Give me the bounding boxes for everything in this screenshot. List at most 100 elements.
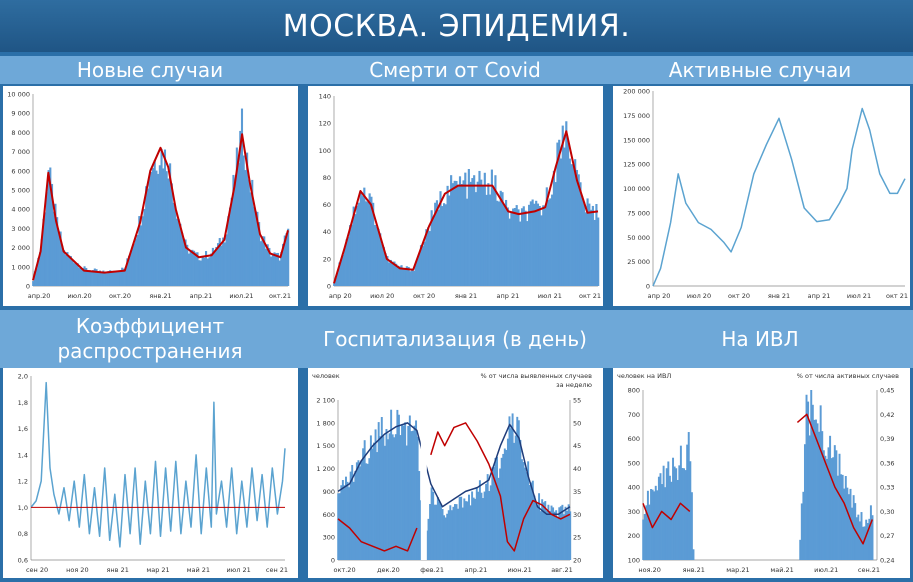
bar [584,212,587,286]
bar [675,468,678,560]
y-right-tick-label: 0,27 [880,532,894,540]
bar [515,205,518,286]
bar [464,501,467,560]
bar [499,190,502,286]
bar [394,434,397,560]
x-tick-label: ноя.20 [638,566,660,574]
bar [240,108,244,287]
y-tick-label: 800 [628,387,640,395]
bar [448,195,451,286]
title-hospitalization: Госпитализация (в день) [323,327,587,351]
y-tick-label: 80 [323,174,331,182]
y-right-tick-label: 0,30 [880,508,894,516]
y-right-axis-label: % от числа выявленных случаев [480,372,592,380]
bar [409,271,412,286]
bar [61,245,64,286]
bar [64,254,67,286]
bar [838,453,841,560]
bar [138,216,141,286]
bar [280,252,283,286]
bar [401,425,404,560]
bar [129,252,132,286]
bar [526,221,529,286]
bar [430,210,433,286]
bar [496,456,498,560]
bar [397,414,400,560]
series-line [652,107,906,287]
y-tick-label: 700 [628,411,640,419]
y-tick-label: 0 [26,283,30,291]
bar [418,471,421,560]
bar [182,238,185,286]
bar [276,252,279,286]
bar [126,258,129,286]
x-tick-label: апр 21 [808,292,831,300]
panel-deaths: 0 20 40 60 80 100 120 140 апр 20 июл 20 окт 20 янв … [308,86,603,306]
bar [489,485,492,560]
bar [81,268,84,286]
bar [112,270,115,286]
bar [661,484,664,560]
bar [435,200,439,286]
bar [499,468,502,560]
bar [520,208,524,286]
bar [359,191,362,286]
bar [287,228,290,286]
y-tick-label: 4 000 [11,206,30,214]
x-tick-label: сен 20 [26,566,48,574]
bar [419,245,423,286]
bar [52,211,55,286]
bar [393,261,396,286]
bar [242,155,245,286]
bar [222,237,225,286]
bar [437,209,440,286]
bar [670,481,673,560]
bar [351,464,354,560]
bar [466,198,469,286]
panel-active-cases: 0 25 000 50 000 75 000 100 000 125 000 150 000… [613,86,910,306]
x-tick-label: фев.21 [420,566,444,574]
bar [42,218,45,286]
bar [538,493,541,560]
bar [117,270,120,286]
bar [566,510,569,560]
bar [396,409,399,560]
bar [530,482,533,560]
bar [421,246,424,286]
bar [38,252,42,286]
bar [539,511,542,560]
bar [432,216,435,286]
bar [405,266,408,286]
bar [504,199,508,286]
bar [463,498,466,560]
bar [110,272,113,286]
y-tick-label: 2 000 [11,244,30,252]
x-tick-label: июл 21 [847,292,871,300]
y-tick-label: 125 000 [623,161,650,169]
bar [345,476,347,560]
x-tick-label: июл.20 [67,292,91,300]
bar [343,248,346,286]
bar [237,163,240,286]
bar [427,518,430,560]
bar [374,429,377,560]
bar [519,439,522,560]
bar [399,435,402,560]
title-strip-bottom [0,310,913,368]
bar [683,468,686,560]
bar [471,491,474,560]
bar [225,234,228,286]
bar [198,260,201,286]
bar [799,539,802,560]
chart-ventilator: 100 200 300 400 500 600 700 800 0,24 0,27 0,30 0,33… [617,372,899,574]
bar [517,209,520,286]
bar [832,457,835,560]
bar [282,243,285,286]
bar [69,256,72,286]
bar [350,224,353,286]
bar [531,199,534,286]
bar [354,214,357,286]
bar [388,433,391,560]
bar [163,149,167,286]
bar [285,233,288,286]
